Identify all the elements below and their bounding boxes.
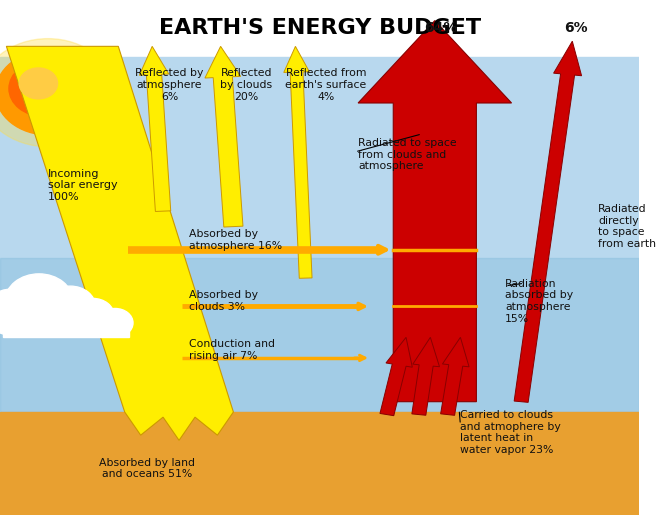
Text: Reflected by
atmosphere
6%: Reflected by atmosphere 6% (135, 68, 204, 101)
Polygon shape (358, 21, 511, 402)
Text: 64%: 64% (424, 21, 458, 36)
Circle shape (97, 308, 133, 337)
Text: EARTH'S ENERGY BUDGET: EARTH'S ENERGY BUDGET (159, 19, 481, 38)
Polygon shape (7, 46, 234, 440)
Polygon shape (412, 337, 440, 415)
Circle shape (9, 61, 78, 116)
Circle shape (19, 68, 58, 99)
Bar (0, 57, 639, 412)
Polygon shape (205, 46, 243, 227)
Polygon shape (441, 337, 469, 415)
Bar (0, 0, 639, 57)
Text: Radiated
directly
to space
from earth: Radiated directly to space from earth (598, 204, 656, 249)
Polygon shape (514, 41, 582, 402)
Circle shape (71, 298, 114, 333)
Circle shape (0, 50, 100, 135)
Circle shape (45, 286, 96, 327)
Text: Reflected
by clouds
20%: Reflected by clouds 20% (220, 68, 272, 101)
Polygon shape (380, 337, 412, 416)
Text: Absorbed by
atmosphere 16%: Absorbed by atmosphere 16% (189, 229, 282, 251)
Circle shape (5, 274, 73, 329)
Bar (0, 412, 639, 515)
Polygon shape (284, 46, 312, 278)
Polygon shape (139, 46, 171, 212)
Circle shape (0, 39, 115, 147)
Text: Radiated to space
from clouds and
atmosphere: Radiated to space from clouds and atmosp… (358, 138, 457, 171)
Text: Absorbed by land
and oceans 51%: Absorbed by land and oceans 51% (99, 458, 195, 479)
Text: Incoming
solar energy
100%: Incoming solar energy 100% (48, 169, 118, 202)
Text: Absorbed by
clouds 3%: Absorbed by clouds 3% (189, 290, 258, 312)
Text: Radiation
absorbed by
atmosphere
15%: Radiation absorbed by atmosphere 15% (505, 279, 573, 323)
Text: 6%: 6% (564, 21, 588, 36)
Text: Reflected from
earth's surface
4%: Reflected from earth's surface 4% (286, 68, 367, 101)
Text: Carried to clouds
and atmophere by
latent heat in
water vapor 23%: Carried to clouds and atmophere by laten… (460, 410, 561, 455)
Text: Conduction and
rising air 7%: Conduction and rising air 7% (189, 339, 275, 361)
Bar (3, 319, 129, 337)
Bar (0, 258, 639, 412)
Circle shape (0, 289, 41, 335)
